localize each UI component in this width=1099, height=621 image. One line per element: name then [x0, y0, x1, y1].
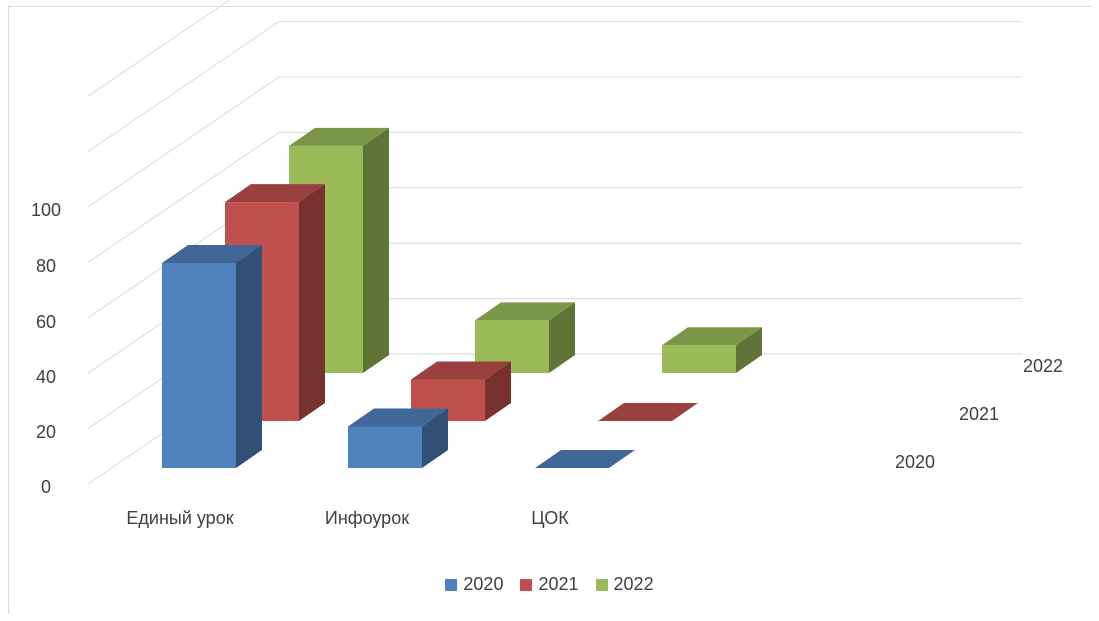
legend: 2020 2021 2022 [0, 574, 1099, 596]
legend-label: 2022 [613, 574, 654, 594]
bar-top-face [348, 408, 448, 427]
depth-axis-label: 2020 [895, 452, 935, 472]
gridline [87, 131, 1022, 263]
y-tick-label: 100 [31, 200, 61, 220]
depth-axis-label: 2021 [959, 404, 999, 424]
bar-top-face [411, 361, 511, 380]
category-label: Единый урок [126, 508, 233, 528]
bar-2020-2 [535, 450, 635, 468]
bar-top-face [662, 327, 762, 346]
legend-item-2020: 2020 [445, 574, 503, 595]
axis-labels: 0 20 40 60 80 100 Единый урок Инфоурок Ц… [31, 200, 1063, 528]
bar-side-face [299, 184, 325, 421]
bar-side-face [236, 245, 262, 468]
depth-axis-label: 2022 [1023, 356, 1063, 376]
legend-swatch [520, 578, 533, 591]
gridline [87, 0, 231, 97]
bar-front-face [348, 426, 422, 468]
y-tick-label: 40 [36, 367, 56, 387]
bar-top-face [225, 184, 325, 203]
bar-side-face [485, 361, 511, 421]
legend-swatch [595, 578, 608, 591]
bar-2022-1 [475, 302, 575, 373]
legend-item-2022: 2022 [595, 574, 654, 595]
bar-2020-0 [162, 245, 262, 468]
bar-side-face [422, 408, 448, 468]
bar-front-face [662, 345, 736, 373]
y-tick-label: 20 [36, 422, 56, 442]
legend-item-2021: 2021 [520, 574, 579, 595]
gridline [87, 76, 1022, 208]
bar-2022-2 [662, 327, 762, 373]
bar-2020-1 [348, 408, 448, 468]
gridline [87, 21, 1022, 153]
y-tick-label: 80 [36, 256, 56, 276]
bar-top-face [289, 127, 389, 146]
bar-side-face [549, 302, 575, 373]
bars [162, 127, 762, 468]
bar-top-face [598, 403, 698, 421]
y-tick-label: 60 [36, 312, 56, 332]
chart-frame [8, 6, 1092, 614]
category-label: Инфоурок [325, 508, 409, 528]
y-tick-label: 0 [41, 477, 51, 497]
bar-top-face [475, 302, 575, 321]
bar-2021-2 [598, 403, 698, 421]
bar-top-face [535, 450, 635, 468]
bar-top-face [162, 245, 262, 264]
legend-label: 2021 [538, 574, 579, 594]
legend-swatch [445, 578, 458, 591]
bar-front-face [162, 263, 236, 468]
legend-label: 2020 [463, 574, 504, 594]
bar-side-face [363, 127, 389, 373]
category-label: ЦОК [531, 508, 569, 528]
bar-side-face [736, 327, 762, 373]
